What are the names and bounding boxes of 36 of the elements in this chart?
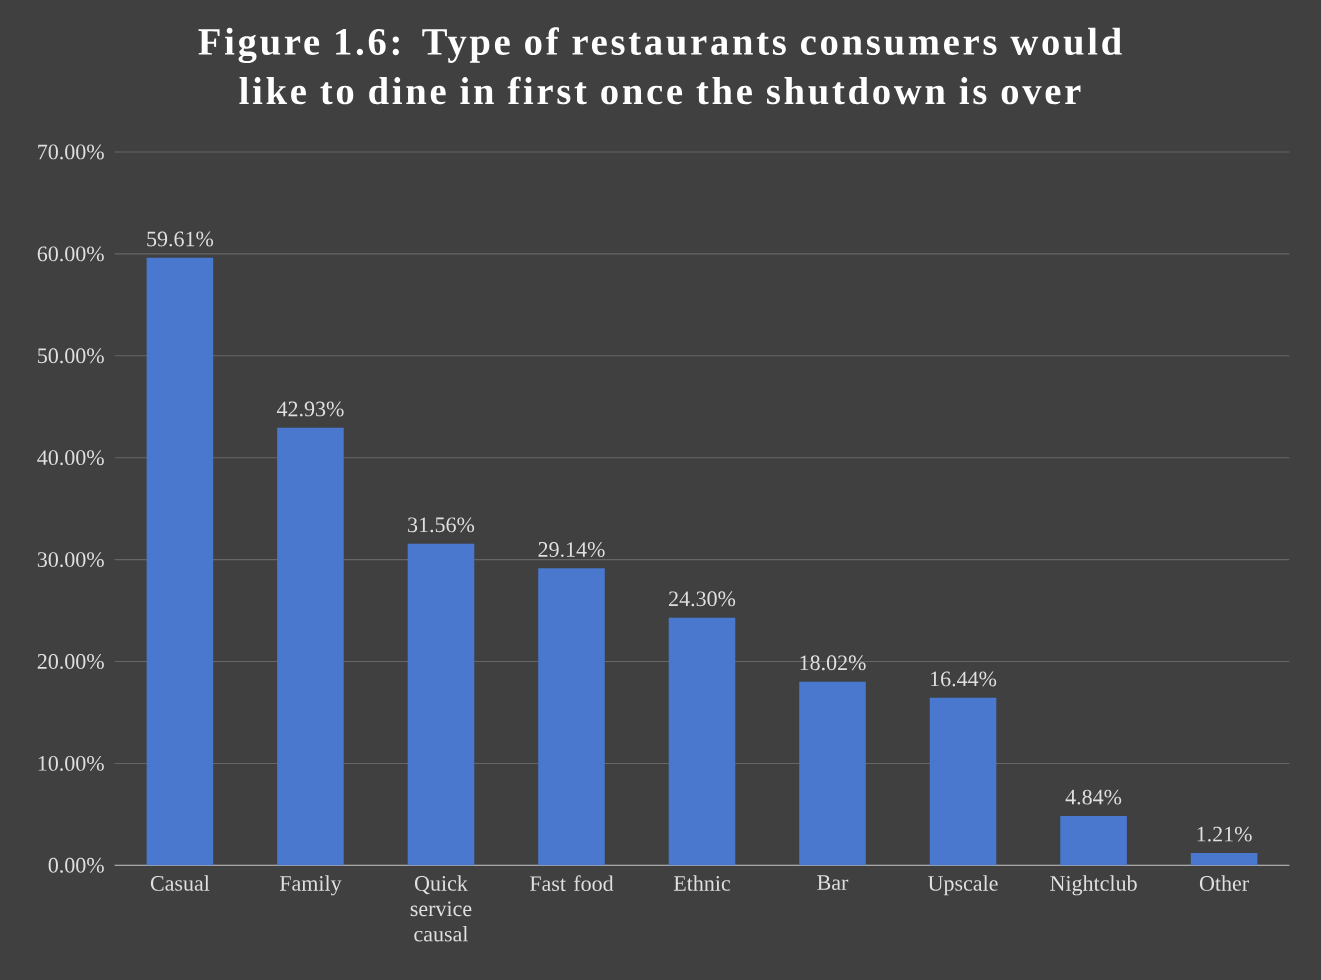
x-tick-label: Bar (817, 875, 849, 890)
y-tick-label: 10.00% (38, 755, 104, 771)
x-tick-label: Quick service causal (410, 875, 472, 942)
data-label: 16.44% (931, 671, 997, 687)
data-label: 24.30% (669, 591, 736, 607)
data-label: 18.02% (800, 655, 866, 671)
data-label: 1.21% (1197, 826, 1252, 842)
bar (407, 543, 475, 866)
data-label: 59.61% (147, 231, 214, 247)
x-tick-label: Family (279, 875, 342, 896)
x-tick-label: Upscale (928, 875, 998, 896)
bar (538, 568, 605, 866)
chart-title: Figure 1.6: Type of restaurants consumers would like to dine in first once the shutdown is over (198, 27, 1122, 105)
data-label: 4.84% (1065, 789, 1122, 805)
y-tick-label: 40.00% (37, 450, 104, 466)
bar (799, 681, 866, 866)
x-tick-label: Casual (150, 875, 210, 891)
y-tick-label: 70.00% (38, 144, 104, 160)
x-tick-label: Other (1199, 875, 1249, 891)
bar (1060, 816, 1127, 866)
y-tick-label: 0.00% (48, 857, 104, 873)
data-label: 29.14% (538, 542, 605, 557)
y-tick-label: 50.00% (38, 348, 104, 364)
x-tick-label: Fast food (529, 875, 614, 892)
bar (277, 427, 344, 866)
x-tick-label: Nightclub (1050, 875, 1137, 896)
x-tick-label: Ethnic (673, 875, 731, 891)
bar (1190, 852, 1258, 866)
data-label: 31.56% (408, 517, 475, 533)
y-tick-label: 60.00% (37, 246, 104, 262)
bar (929, 697, 997, 866)
y-tick-label: 20.00% (37, 654, 104, 669)
bar (146, 257, 214, 866)
bar (668, 617, 736, 866)
data-label: 42.93% (276, 401, 344, 417)
y-tick-label: 30.00% (37, 552, 104, 568)
